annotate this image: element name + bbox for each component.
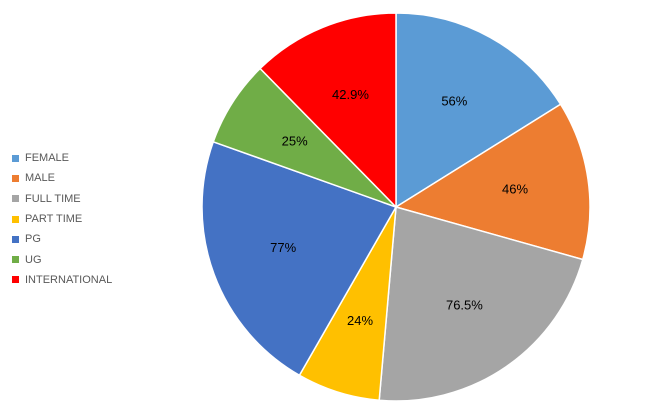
legend-swatch — [12, 276, 19, 284]
legend-label: PG — [25, 233, 41, 246]
data-label-male: 46% — [502, 181, 528, 196]
legend-entry-female: FEMALE — [12, 148, 112, 168]
data-label-female: 56% — [441, 93, 467, 108]
data-label-full-time: 76.5% — [446, 297, 483, 312]
pie-slice-full-time — [378, 206, 584, 402]
legend-swatch — [12, 235, 19, 243]
legend-entry-part-time: PART TIME — [12, 209, 112, 229]
chart-legend: FEMALE MALE FULL TIME PART TIME PG UG INTERNAT… — [12, 148, 112, 290]
pie-slice-female — [395, 12, 562, 209]
legend-entry-male: MALE — [12, 168, 112, 188]
legend-entry-international: INTERNATIONAL — [12, 270, 112, 290]
legend-label: MALE — [25, 172, 55, 185]
legend-label: UG — [25, 253, 42, 266]
legend-swatch — [12, 195, 19, 203]
legend-swatch — [12, 215, 19, 223]
legend-label: FEMALE — [25, 152, 70, 165]
legend-swatch — [12, 154, 19, 162]
legend-entry-full-time: FULL TIME — [12, 189, 112, 209]
pie-slice-international — [259, 12, 397, 209]
data-label-international: 42.9% — [332, 87, 369, 102]
legend-label: INTERNATIONAL — [25, 273, 113, 286]
legend-entry-ug: UG — [12, 249, 112, 269]
data-label-pg: 77% — [270, 240, 296, 255]
data-label-ug: 25% — [282, 134, 308, 149]
pie-slice-pg — [201, 140, 398, 377]
legend-label: PART TIME — [25, 213, 83, 226]
legend-label: FULL TIME — [25, 192, 81, 205]
data-label-part-time: 24% — [347, 313, 373, 328]
pie-slice-male — [394, 103, 591, 261]
legend-entry-pg: PG — [12, 229, 112, 249]
legend-swatch — [12, 174, 19, 182]
legend-swatch — [12, 256, 19, 264]
